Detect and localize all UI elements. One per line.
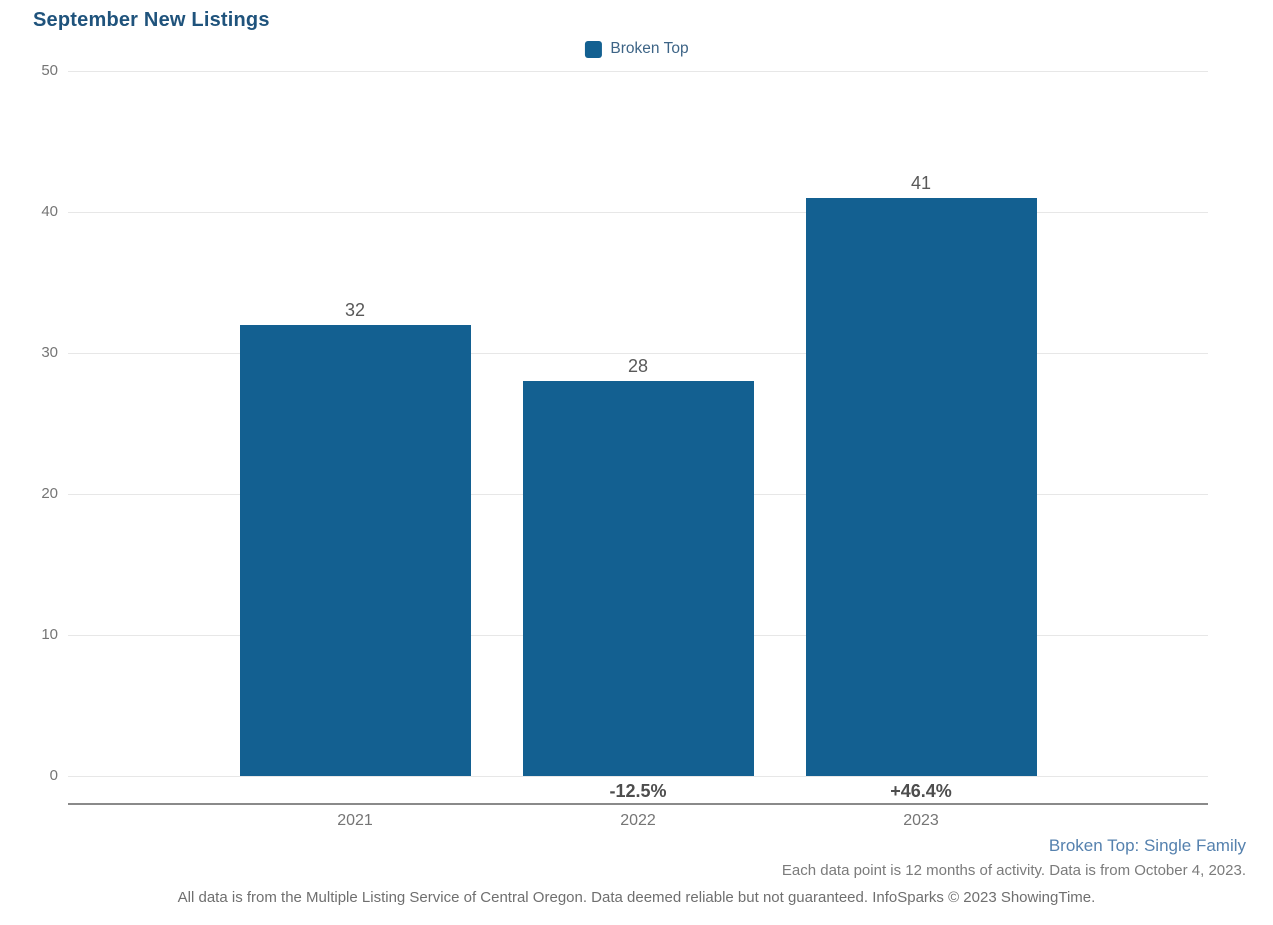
legend-item-broken-top[interactable]: Broken Top bbox=[584, 40, 689, 58]
gridline bbox=[68, 212, 1208, 213]
x-axis-tick-label: 2022 bbox=[620, 812, 656, 829]
bar[interactable] bbox=[239, 324, 471, 776]
chart-title: September New Listings bbox=[33, 9, 270, 31]
y-axis-tick-label: 30 bbox=[41, 344, 58, 361]
bar-value-label: 41 bbox=[902, 171, 940, 194]
bar[interactable] bbox=[805, 197, 1037, 776]
footer-series-note: Broken Top: Single Family bbox=[1048, 836, 1246, 855]
x-axis-tick-label: 2021 bbox=[337, 812, 373, 829]
y-axis-tick-label: 20 bbox=[41, 485, 58, 502]
y-axis-tick-label: 10 bbox=[41, 626, 58, 643]
gridline bbox=[68, 776, 1208, 777]
pct-change-label: +46.4% bbox=[890, 781, 952, 801]
y-axis-tick-label: 40 bbox=[41, 203, 58, 220]
bar-value-label: 32 bbox=[336, 298, 374, 321]
y-axis-tick-label: 50 bbox=[41, 62, 58, 79]
footer-disclaimer: All data is from the Multiple Listing Se… bbox=[177, 889, 1096, 906]
gridline bbox=[68, 71, 1208, 72]
legend-swatch-icon bbox=[584, 40, 602, 58]
pct-change-label: -12.5% bbox=[609, 781, 667, 801]
y-axis-tick-label: 0 bbox=[49, 767, 58, 784]
legend-label: Broken Top bbox=[610, 40, 689, 57]
x-axis-line bbox=[68, 803, 1208, 805]
bar[interactable] bbox=[522, 381, 754, 776]
gridline bbox=[68, 353, 1208, 354]
footer-data-note: Each data point is 12 months of activity… bbox=[781, 862, 1246, 879]
bar-value-label: 28 bbox=[619, 355, 657, 378]
x-axis-tick-label: 2023 bbox=[903, 812, 939, 829]
